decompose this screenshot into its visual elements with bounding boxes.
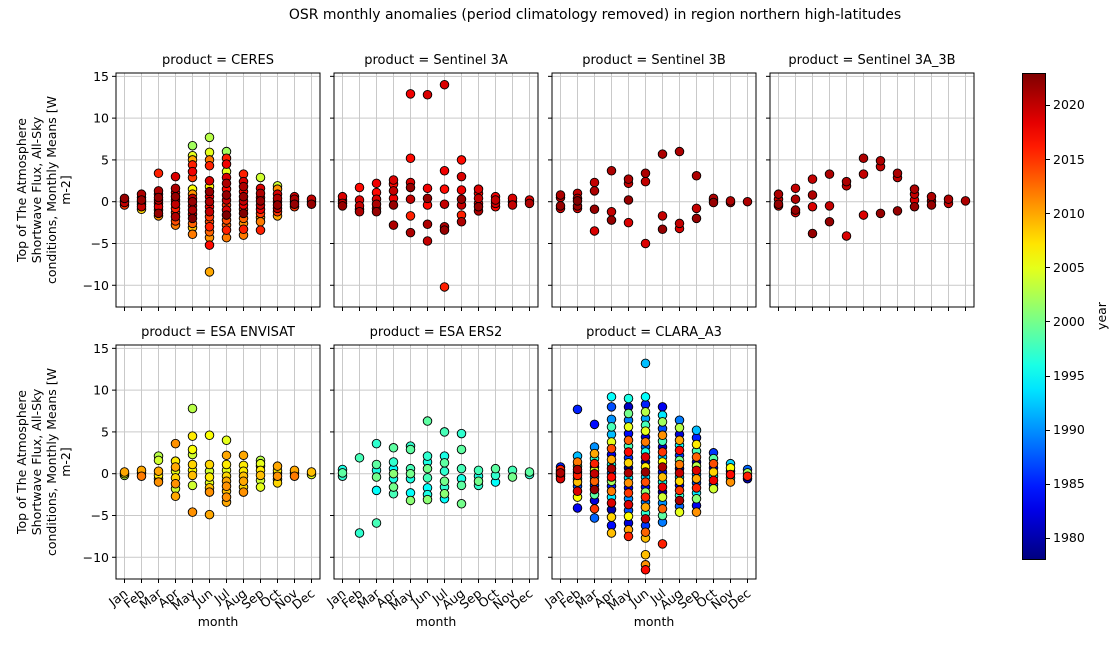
colorbar-tick-label: 2015 [1053,151,1085,167]
colorbar-tick [1046,429,1050,431]
svg-text:5: 5 [101,424,109,439]
colorbar-tick-label: 2010 [1053,205,1085,221]
colorbar-tick [1046,375,1050,377]
panel-sentinel-3b: product = Sentinel 3B [508,52,764,367]
panel-ceres: product = CERES 15 10 5 0 −5 −10 [72,52,328,367]
x-axis-label-col1: month [197,614,239,629]
panel-clara-a3: product = CLARA_A3 Jan Feb Mar Apr May Jun Jul… [508,324,764,639]
svg-text:−5: −5 [91,236,109,251]
y-axis-label-top-row: Top of The Atmosphere Shortwave Flux, Al… [14,95,74,285]
colorbar-tick-label: 2005 [1053,259,1085,275]
panel-title-sentinel-3a-3b: product = Sentinel 3A_3B [788,53,956,68]
panel-title-ceres: product = CERES [162,53,274,68]
panel-title-clara-a3: product = CLARA_A3 [586,325,722,340]
panel-sentinel-3a-3b: product = Sentinel 3A_3B [726,52,982,367]
x-axis-label-col3: month [633,614,675,629]
panel-title-esa-envisat: product = ESA ENVISAT [141,325,295,340]
svg-text:5: 5 [101,152,109,167]
svg-text:−10: −10 [83,550,109,565]
colorbar-tick-label: 1980 [1053,530,1085,546]
panel-esa-envisat: product = ESA ENVISAT 15 10 5 0 −5 −10 Jan Feb M… [72,324,328,639]
svg-text:−10: −10 [83,278,109,293]
y-axis-label-bottom-row: Top of The Atmosphere Shortwave Flux, Al… [14,367,74,557]
x-axis-label-col2: month [415,614,457,629]
colorbar-tick [1046,483,1050,485]
panel-sentinel-3a: product = Sentinel 3A [290,52,546,367]
figure-title: OSR monthly anomalies (period climatolog… [288,7,902,23]
colorbar-tick [1046,104,1050,106]
svg-text:15: 15 [93,341,109,356]
scatter-plot-ceres: 15 10 5 0 −5 −10 [83,69,321,311]
colorbar-tick-label: 1995 [1053,368,1085,384]
scatter-plot-esa-envisat: 151050−5−10JanFebMarAprMayJunJulAugSepOc… [83,341,321,613]
colorbar-tick [1046,321,1050,323]
svg-text:10: 10 [93,383,109,398]
colorbar-tick-label: 2020 [1053,97,1085,113]
colorbar [1022,73,1046,560]
colorbar-label: year [1094,302,1109,330]
colorbar-tick [1046,159,1050,161]
scatter-plot-sentinel-3a-3b [766,72,975,311]
svg-text:Jun: Jun [626,586,651,610]
svg-text:10: 10 [93,111,109,126]
svg-text:0: 0 [101,466,109,481]
svg-text:Jun: Jun [190,586,215,610]
colorbar-tick-label: 1990 [1053,422,1085,438]
panel-title-esa-ers2: product = ESA ERS2 [369,325,503,340]
colorbar-tick [1046,213,1050,215]
svg-text:0: 0 [101,194,109,209]
scatter-plot-sentinel-3b [548,72,757,311]
colorbar-tick-label: 2000 [1053,313,1085,329]
svg-text:−5: −5 [91,508,109,523]
svg-text:15: 15 [93,69,109,84]
panel-title-sentinel-3b: product = Sentinel 3B [582,53,726,68]
svg-text:Jun: Jun [408,586,433,610]
panel-title-sentinel-3a: product = Sentinel 3A [364,53,508,68]
panel-esa-ers2: product = ESA ERS2 Jan Feb Mar Apr May Jun Jul… [290,324,546,639]
scatter-plot-sentinel-3a [330,72,539,311]
colorbar-tick [1046,537,1050,539]
colorbar-tick-label: 1985 [1053,476,1085,492]
colorbar-tick [1046,267,1050,269]
